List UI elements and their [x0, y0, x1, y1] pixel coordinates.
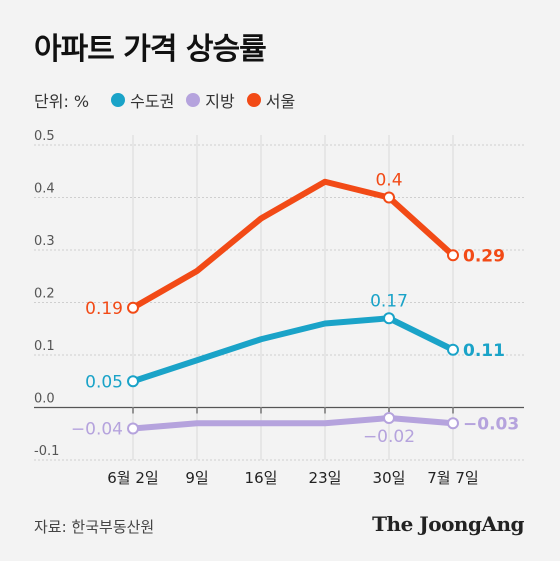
series-line — [130, 315, 456, 385]
legend-dot-seoul — [246, 93, 261, 107]
data-label: 0.4 — [375, 171, 402, 191]
data-label: 0.17 — [370, 291, 408, 311]
x-tick-label: 30일 — [373, 469, 406, 487]
data-label: −0.03 — [463, 414, 519, 434]
legend-item-regions: 지방 — [186, 88, 235, 112]
data-point-marker — [383, 312, 395, 325]
unit-label: 단위: % — [34, 92, 90, 111]
data-point-marker — [447, 343, 459, 356]
line-chart: 0.5 0.4 0.3 0.2 0.1 0.0 -0.1 6월 2일 9일 16일 23일 30일 7… — [34, 129, 524, 487]
y-tick-label: 0.2 — [34, 287, 55, 302]
series-line — [130, 415, 456, 432]
y-tick-label: 0.1 — [34, 339, 55, 354]
grid-lines — [34, 135, 524, 461]
brand-logo: The JoongAng — [372, 512, 524, 536]
data-label: 0.29 — [463, 246, 505, 266]
x-tick-label: 16일 — [245, 469, 278, 487]
legend-label-regions: 지방 — [205, 92, 235, 111]
data-point-marker — [383, 412, 395, 424]
legend-dot-regions — [186, 93, 201, 107]
data-point-marker — [383, 191, 395, 204]
data-label: 0.05 — [85, 372, 123, 392]
series-lines — [130, 178, 456, 432]
data-label: 0.19 — [85, 299, 123, 319]
chart-title: 아파트 가격 상승률 — [34, 32, 267, 67]
series-markers — [127, 191, 459, 435]
legend-label-capital-area: 수도권 — [130, 92, 175, 111]
data-label: −0.04 — [71, 420, 123, 440]
legend: 단위: % 수도권 지방 서울 — [34, 88, 307, 112]
y-axis: 0.5 0.4 0.3 0.2 0.1 0.0 -0.1 — [34, 129, 59, 459]
x-tick-label: 9일 — [185, 469, 208, 487]
x-tick-label: 7월 7일 — [427, 469, 478, 487]
y-tick-label: 0.0 — [34, 392, 55, 407]
y-tick-label: -0.1 — [34, 444, 59, 459]
y-tick-label: 0.4 — [34, 182, 55, 197]
x-axis: 6월 2일 9일 16일 23일 30일 7월 7일 — [107, 407, 479, 487]
legend-dot-capital-area — [111, 93, 126, 107]
series-line — [130, 178, 456, 311]
x-tick-label: 6월 2일 — [107, 469, 158, 487]
data-point-marker — [127, 375, 139, 388]
data-labels: 0.05 0.17 0.11 −0.04 −0.02 −0.03 0.19 0.4 0.29 — [71, 171, 519, 448]
y-tick-label: 0.3 — [34, 234, 55, 249]
data-point-marker — [447, 417, 459, 430]
legend-item-seoul: 서울 — [246, 88, 296, 112]
data-point-marker — [447, 249, 459, 262]
y-tick-label: 0.5 — [34, 129, 55, 144]
data-point-marker — [127, 422, 139, 435]
source-note: 자료: 한국부동산원 — [34, 518, 155, 536]
legend-label-seoul: 서울 — [265, 92, 296, 111]
legend-item-capital-area: 수도권 — [111, 88, 174, 112]
x-tick-label: 23일 — [309, 469, 342, 487]
data-label: −0.02 — [363, 427, 415, 447]
data-label: 0.11 — [463, 341, 505, 361]
data-point-marker — [127, 301, 139, 314]
